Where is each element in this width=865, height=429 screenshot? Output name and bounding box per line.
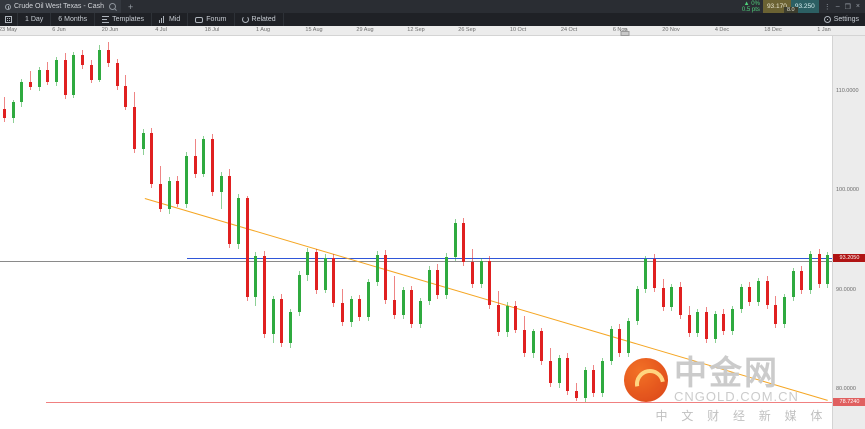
- change-points: 0.5 pts: [741, 6, 760, 13]
- x-axis-tick: 6 Nov: [612, 27, 628, 33]
- settings-button[interactable]: Settings: [818, 16, 865, 23]
- x-axis-tick: 18 Dec: [764, 27, 782, 33]
- instrument-info-icon: [5, 3, 11, 10]
- related-label: Related: [251, 16, 276, 23]
- mid-price-button[interactable]: Mid: [152, 13, 189, 26]
- y-axis-tick: 90.0000: [836, 286, 856, 293]
- x-axis-tick: 10 Oct: [509, 27, 527, 33]
- x-axis-tick: 15 Aug: [305, 27, 323, 33]
- x-axis-tick: 20 Jun: [101, 27, 119, 33]
- spread-value: 8.0: [783, 7, 798, 13]
- forum-button[interactable]: Forum: [188, 13, 235, 26]
- y-axis[interactable]: 110.0000 100.0000 90.0000 80.0000 93.2050 78.…: [832, 36, 865, 429]
- x-axis-tick: 29 Aug: [356, 27, 374, 33]
- tab-label: Crude Oil West Texas - Cash: [14, 3, 104, 10]
- bar-chart-icon: [159, 16, 166, 23]
- price-marker-badge[interactable]: 93.2050: [833, 253, 865, 262]
- x-axis-tick: 1 Jan: [817, 27, 831, 33]
- templates-label: Templates: [112, 16, 144, 23]
- range-selector[interactable]: 6 Months: [51, 13, 96, 26]
- y-axis-tick: 80.0000: [836, 386, 856, 393]
- x-axis-tick: 4 Jul: [155, 27, 167, 33]
- resistance-line[interactable]: [187, 257, 832, 259]
- x-axis-tick: 24 Oct: [560, 27, 578, 33]
- quote-panel: ▲ 0% 0.5 pts 93.170 93.250 ⋮ – ❐ × 8.0: [739, 0, 865, 13]
- support-line[interactable]: [45, 401, 832, 403]
- close-button[interactable]: ×: [855, 3, 860, 10]
- bid-price[interactable]: 93.170: [762, 0, 791, 13]
- search-icon[interactable]: [109, 3, 116, 10]
- related-button[interactable]: Related: [235, 13, 284, 26]
- gear-icon: [823, 16, 831, 23]
- grid-icon: [5, 16, 12, 23]
- x-axis-tick: 6 Jun: [52, 27, 66, 33]
- x-axis-tick: 1 Aug: [255, 27, 271, 33]
- current-price-line[interactable]: [0, 261, 832, 263]
- x-axis[interactable]: 23 May 6 Jun 20 Jun 4 Jul 18 Jul 1 Aug 15 Aug 2…: [0, 26, 865, 36]
- minimize-button[interactable]: –: [835, 3, 840, 10]
- template-icon: [102, 16, 110, 23]
- x-axis-tick: 18 Jul: [204, 27, 220, 33]
- x-axis-tick: 4 Dec: [714, 27, 730, 33]
- x-axis-tick: 20 Nov: [662, 27, 680, 33]
- tab-bar: Crude Oil West Texas - Cash + ▲ 0% 0.5 p…: [0, 0, 865, 13]
- price-marker-badge[interactable]: 78.7240: [833, 397, 865, 406]
- window-controls: ⋮ – ❐ ×: [819, 0, 865, 13]
- restore-button[interactable]: ❐: [844, 3, 851, 11]
- mid-label: Mid: [169, 16, 181, 23]
- x-axis-tick: 26 Sep: [458, 27, 476, 33]
- tab-crude-oil-west-texas[interactable]: Crude Oil West Texas - Cash: [0, 0, 121, 13]
- y-axis-tick: 100.0000: [836, 187, 859, 194]
- add-tab-button[interactable]: +: [128, 1, 134, 12]
- menu-icon[interactable]: ⋮: [823, 3, 831, 11]
- interval-selector[interactable]: 1 Day: [18, 13, 52, 26]
- y-axis-tick: 110.0000: [836, 87, 859, 94]
- refresh-icon: [241, 16, 249, 23]
- lock-marker-icon[interactable]: [620, 28, 630, 36]
- templates-button[interactable]: Templates: [95, 13, 152, 26]
- chat-bubble-icon: [195, 16, 204, 23]
- ask-price[interactable]: 93.250: [790, 0, 819, 13]
- chart-area: 23 May 6 Jun 20 Jun 4 Jul 18 Jul 1 Aug 15 Aug 2…: [0, 26, 865, 429]
- settings-label: Settings: [833, 16, 859, 23]
- change-percent: ▲ 0%: [743, 0, 760, 7]
- layout-button[interactable]: [0, 13, 18, 26]
- x-axis-tick: 23 May: [0, 27, 18, 33]
- forum-label: Forum: [206, 16, 227, 23]
- quote-change: ▲ 0% 0.5 pts: [739, 0, 763, 13]
- chart-toolbar: 1 Day 6 Months Templates Mid Forum Relat…: [0, 13, 865, 26]
- price-plot[interactable]: [0, 36, 832, 429]
- x-axis-tick: 12 Sep: [407, 27, 425, 33]
